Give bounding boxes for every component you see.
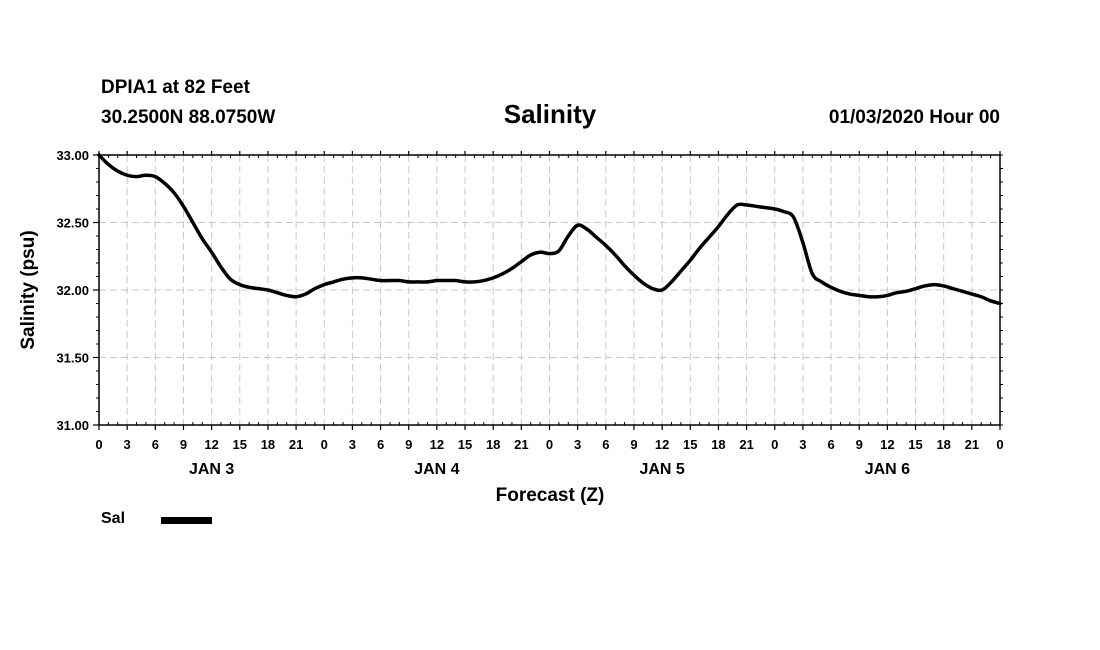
x-tick-label: 6 [602, 437, 609, 452]
x-tick-label: 21 [289, 437, 303, 452]
x-tick-label: 6 [152, 437, 159, 452]
axis-ticks [93, 151, 1003, 430]
x-tick-label: 12 [430, 437, 444, 452]
x-tick-label: 21 [965, 437, 979, 452]
x-tick-label: 12 [880, 437, 894, 452]
x-tick-label: 6 [377, 437, 384, 452]
y-tick-label: 31.50 [56, 351, 89, 366]
x-tick-label: 0 [996, 437, 1003, 452]
x-tick-label: 15 [683, 437, 697, 452]
x-tick-label: 15 [458, 437, 472, 452]
x-tick-label: 18 [711, 437, 725, 452]
station-coordinates: 30.2500N 88.0750W [101, 107, 276, 128]
x-tick-label: 6 [827, 437, 834, 452]
x-tick-label: 18 [936, 437, 950, 452]
x-tick-label: 12 [204, 437, 218, 452]
x-tick-label: 15 [233, 437, 247, 452]
x-tick-label: 0 [321, 437, 328, 452]
legend-swatch [161, 517, 212, 524]
x-tick-label: 0 [546, 437, 553, 452]
chart-title: Salinity [503, 99, 597, 129]
y-tick-label: 31.00 [56, 418, 89, 433]
x-tick-label: 18 [486, 437, 500, 452]
x-axis-title: Forecast (Z) [496, 485, 605, 506]
y-tick-label: 32.50 [56, 216, 89, 231]
x-tick-label: 9 [856, 437, 863, 452]
x-tick-label: 9 [405, 437, 412, 452]
day-label: JAN 4 [414, 461, 459, 478]
x-tick-label: 3 [574, 437, 581, 452]
x-tick-label: 9 [180, 437, 187, 452]
x-tick-label: 3 [349, 437, 356, 452]
plot-frame [98, 154, 1001, 426]
x-tick-label: 3 [799, 437, 806, 452]
x-tick-label: 18 [261, 437, 275, 452]
day-label: JAN 6 [865, 461, 910, 478]
grid-lines [99, 155, 1000, 425]
x-tick-label: 12 [655, 437, 669, 452]
series-layer [97, 153, 1002, 306]
legend-label: Sal [101, 510, 126, 527]
x-tick-label: 3 [124, 437, 131, 452]
x-tick-label: 21 [739, 437, 753, 452]
day-label: JAN 3 [189, 461, 234, 478]
series-line-sal [97, 153, 1002, 306]
y-tick-label: 33.00 [56, 148, 89, 163]
x-tick-labels: 0 3 6 9 12 15 18 21 0 3 6 9 12 15 18 21 0 3 6 9 12 15 18 21 0 3 6 9… [95, 437, 1003, 452]
x-tick-label: 9 [630, 437, 637, 452]
x-tick-label: 15 [908, 437, 922, 452]
x-tick-label: 21 [514, 437, 528, 452]
day-labels: JAN 3 JAN 4 JAN 5 JAN 6 [189, 461, 910, 478]
y-tick-labels: 31.00 31.50 32.00 32.50 33.00 [56, 148, 89, 433]
x-tick-label: 0 [95, 437, 102, 452]
y-axis-title: Salinity (psu) [18, 230, 39, 349]
station-name: DPIA1 at 82 Feet [101, 77, 250, 98]
forecast-timestamp: 01/03/2020 Hour 00 [828, 107, 1000, 128]
y-tick-label: 32.00 [56, 283, 89, 298]
x-tick-label: 0 [771, 437, 778, 452]
day-label: JAN 5 [639, 461, 684, 478]
